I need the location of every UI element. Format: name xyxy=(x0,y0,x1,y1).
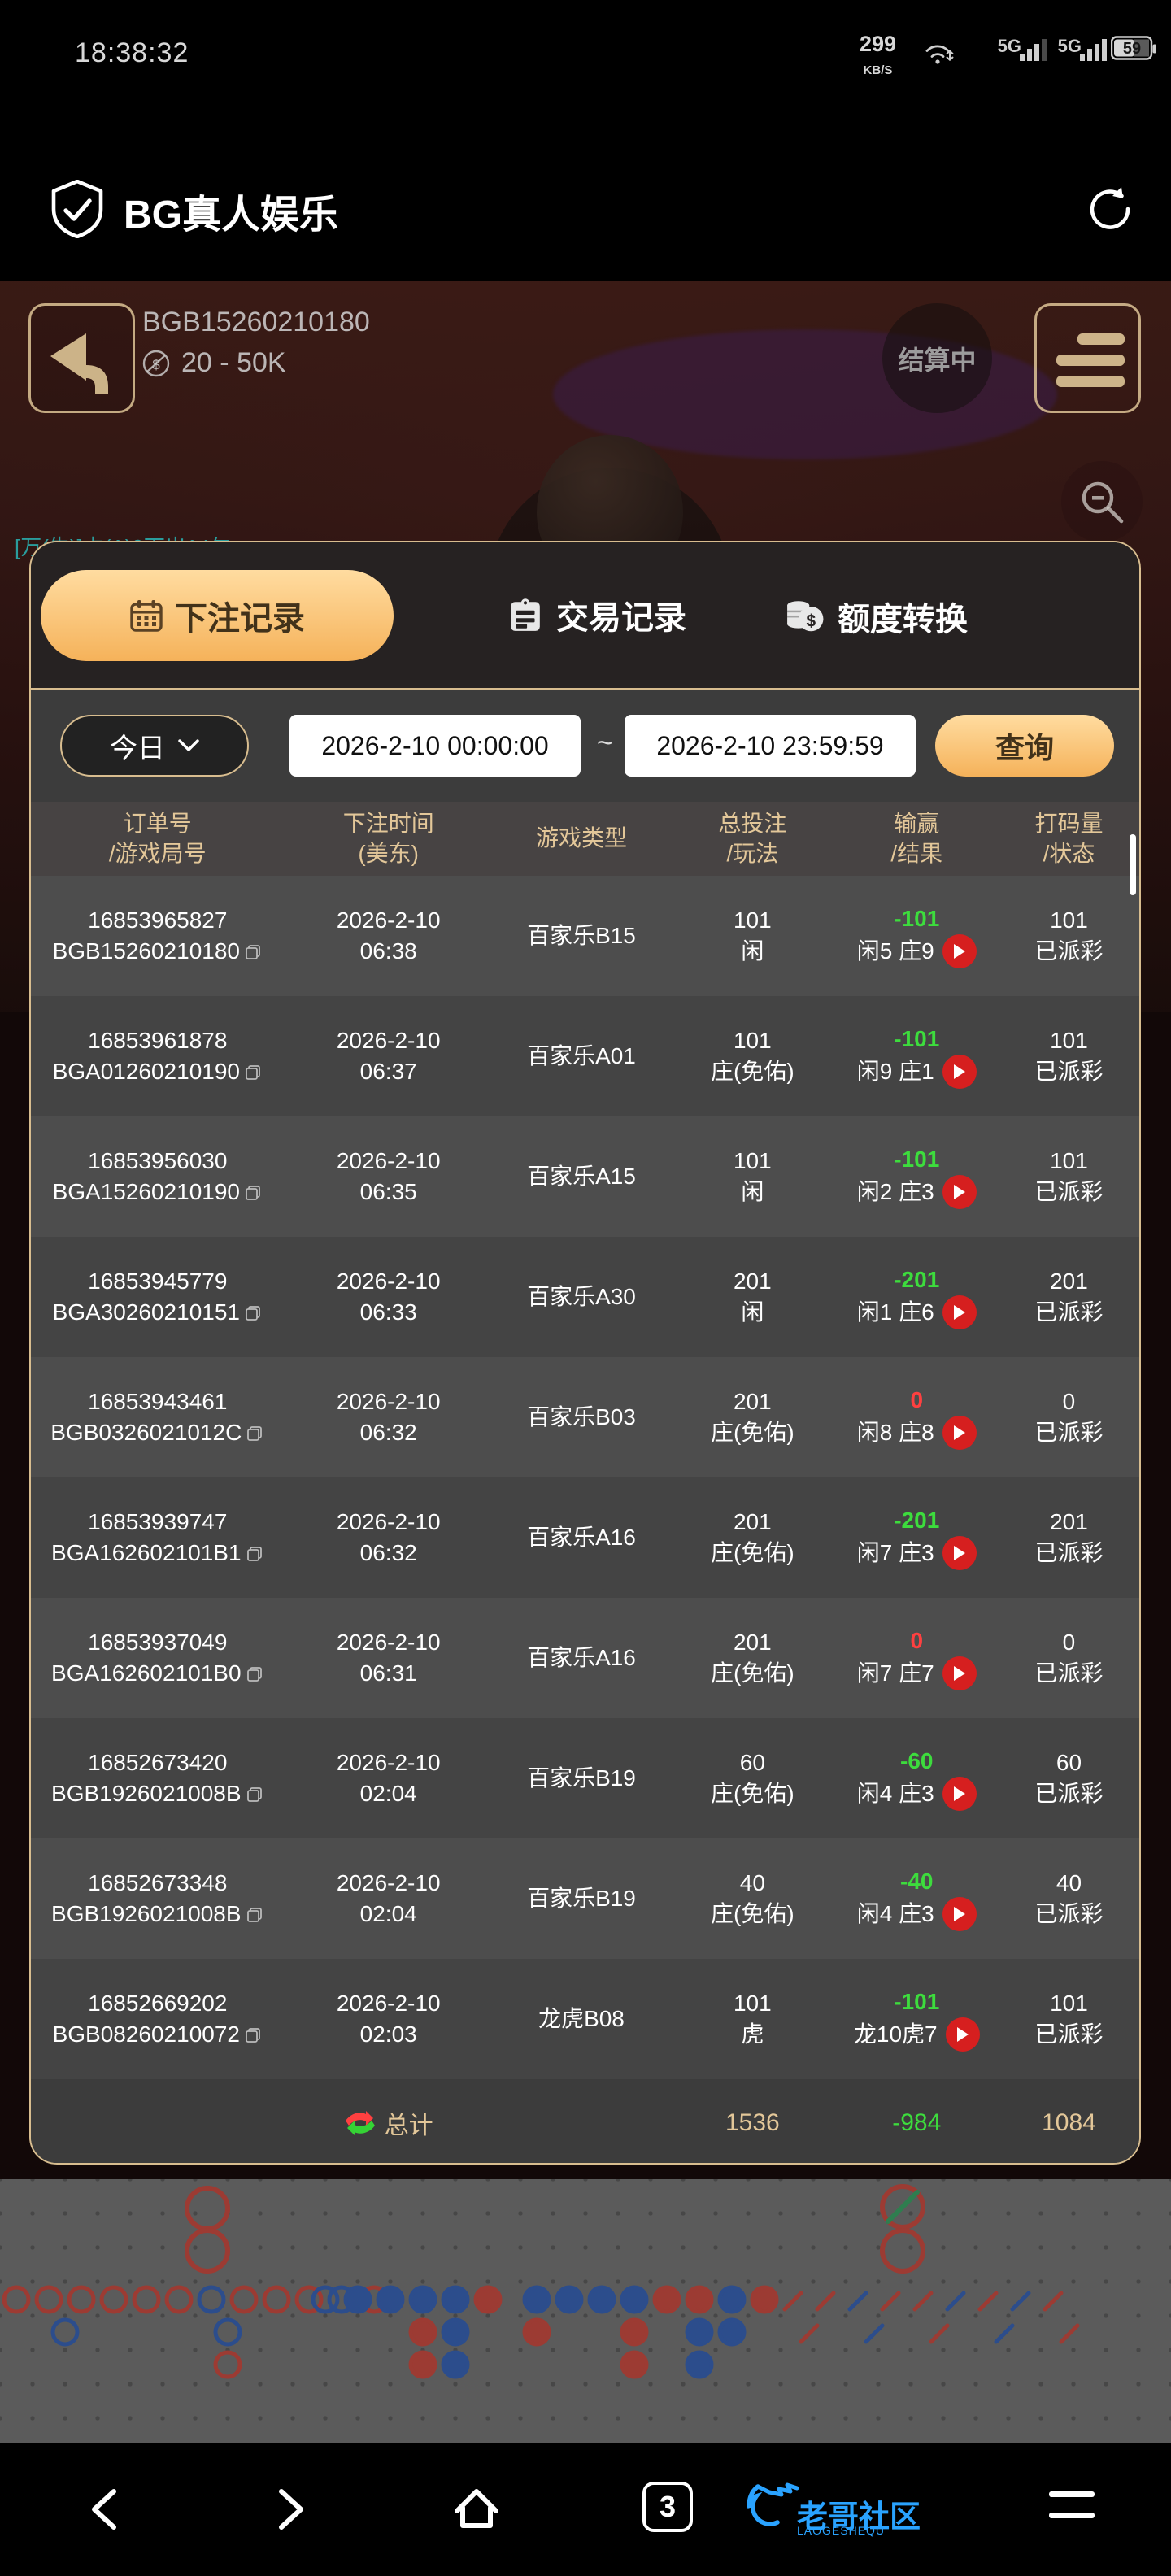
svg-text:59: 59 xyxy=(1123,40,1141,58)
svg-text:$: $ xyxy=(806,612,816,631)
